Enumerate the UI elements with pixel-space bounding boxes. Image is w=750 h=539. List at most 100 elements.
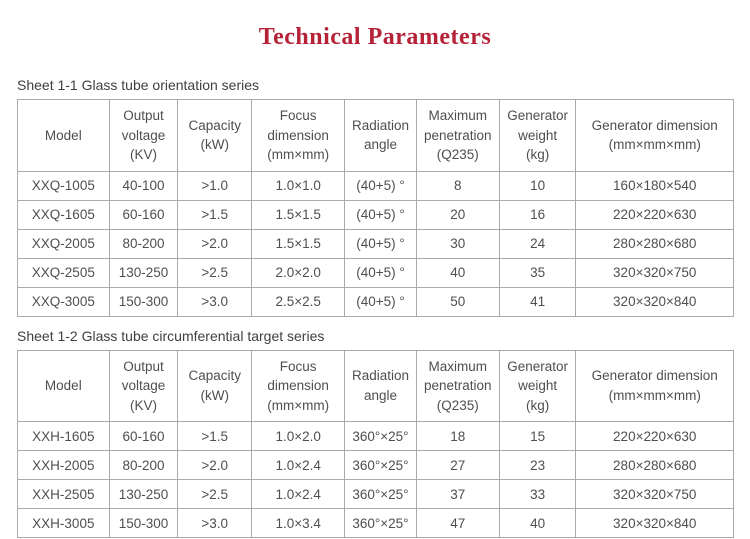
table-cell: (40+5) ° (344, 286, 417, 317)
table-cell: 80-200 (108, 228, 179, 259)
table-cell: >3.0 (177, 508, 253, 539)
table-cell: >1.0 (177, 170, 253, 201)
table-cell: XXQ-3005 (17, 286, 110, 317)
table-row: XXQ-1005 40-100 >1.0 1.0×1.0 (40+5) ° 8 10 160×… (17, 170, 734, 201)
table-cell: 2.5×2.5 (251, 286, 346, 317)
header-cell: Maximum penetration (Q235) (415, 99, 500, 172)
table-cell: XXQ-2505 (17, 257, 110, 288)
table-cell: 130-250 (108, 257, 179, 288)
table-cell: 40 (498, 508, 577, 539)
header-cell: Generator weight (kg) (498, 349, 577, 423)
table-cell: >2.5 (177, 257, 253, 288)
table-cell: 320×320×750 (575, 479, 734, 510)
header-cell: Output voltage (KV) (108, 99, 179, 172)
table-row: XXH-2005 80-200 >2.0 1.0×2.4 360°×25° 27 23 280… (17, 450, 734, 481)
table-cell: 80-200 (108, 450, 179, 481)
table-cell: 320×320×750 (575, 257, 734, 288)
header-row: Model Output voltage (KV) Capacity (kW) Foc… (17, 349, 734, 423)
table-cell: >3.0 (177, 286, 253, 317)
header-cell: Generator dimension (mm×mm×mm) (575, 99, 734, 172)
header-cell: Output voltage (KV) (108, 349, 179, 423)
table-cell: 360°×25° (344, 450, 417, 481)
header-cell: Model (17, 99, 110, 172)
table-cell: 15 (498, 421, 577, 452)
table-cell: 1.0×1.0 (251, 170, 346, 201)
table-cell: XXH-1605 (17, 421, 110, 452)
table-cell: 37 (415, 479, 500, 510)
circumferential-series-section: Sheet 1-2 Glass tube circumferential tar… (17, 328, 734, 539)
table-cell: 27 (415, 450, 500, 481)
table-cell: XXH-3005 (17, 508, 110, 539)
table-row: XXH-2505 130-250 >2.5 1.0×2.4 360°×25° 37 33 32… (17, 479, 734, 510)
table-cell: 18 (415, 421, 500, 452)
table-cell: 8 (415, 170, 500, 201)
table-cell: 33 (498, 479, 577, 510)
table-cell: 130-250 (108, 479, 179, 510)
table-cell: 160×180×540 (575, 170, 734, 201)
table-cell: 220×220×630 (575, 421, 734, 452)
table-cell: (40+5) ° (344, 170, 417, 201)
header-cell: Generator dimension (mm×mm×mm) (575, 349, 734, 423)
table-row: XXH-1605 60-160 >1.5 1.0×2.0 360°×25° 18 15 220… (17, 421, 734, 452)
table-cell: (40+5) ° (344, 257, 417, 288)
table-cell: >1.5 (177, 421, 253, 452)
header-row: Model Output voltage (KV) Capacity (kW) Foc… (17, 99, 734, 172)
table-cell: 2.0×2.0 (251, 257, 346, 288)
table-cell: 35 (498, 257, 577, 288)
table-cell: 60-160 (108, 199, 179, 230)
table-row: XXQ-2005 80-200 >2.0 1.5×1.5 (40+5) ° 30 24 280… (17, 228, 734, 259)
table-cell: 1.0×2.4 (251, 450, 346, 481)
table-cell: XXQ-1005 (17, 170, 110, 201)
header-cell: Focus dimension (mm×mm) (251, 99, 346, 172)
table-cell: 150-300 (108, 508, 179, 539)
table-cell: 47 (415, 508, 500, 539)
table-cell: (40+5) ° (344, 228, 417, 259)
header-cell: Capacity (kW) (177, 349, 253, 423)
table-cell: 41 (498, 286, 577, 317)
table-cell: XXQ-2005 (17, 228, 110, 259)
orientation-series-section: Sheet 1-1 Glass tube orientation series … (17, 77, 734, 317)
header-cell: Focus dimension (mm×mm) (251, 349, 346, 423)
table-cell: XXH-2005 (17, 450, 110, 481)
table-cell: 20 (415, 199, 500, 230)
table-cell: >2.5 (177, 479, 253, 510)
header-cell: Radiation angle (344, 99, 417, 172)
table-cell: 1.5×1.5 (251, 199, 346, 230)
header-cell: Generator weight (kg) (498, 99, 577, 172)
table-cell: 320×320×840 (575, 286, 734, 317)
table-cell: 150-300 (108, 286, 179, 317)
table-caption-sheet-1-2: Sheet 1-2 Glass tube circumferential tar… (17, 327, 325, 344)
table-cell: XXH-2505 (17, 479, 110, 510)
table-cell: >2.0 (177, 228, 253, 259)
table-row: XXQ-1605 60-160 >1.5 1.5×1.5 (40+5) ° 20 16 220… (17, 199, 734, 230)
table-cell: 360°×25° (344, 508, 417, 539)
table-cell: 24 (498, 228, 577, 259)
table-cell: 1.0×3.4 (251, 508, 346, 539)
table-cell: 320×320×840 (575, 508, 734, 539)
table-cell: 23 (498, 450, 577, 481)
table-cell: 60-160 (108, 421, 179, 452)
table-cell: 40-100 (108, 170, 179, 201)
table-cell: 16 (498, 199, 577, 230)
orientation-series-table: Model Output voltage (KV) Capacity (kW) Foc… (17, 99, 734, 317)
table-cell: 40 (415, 257, 500, 288)
table-caption-sheet-1-1: Sheet 1-1 Glass tube orientation series (17, 77, 260, 93)
table-cell: 220×220×630 (575, 199, 734, 230)
table-row: XXQ-2505 130-250 >2.5 2.0×2.0 (40+5) ° 40 35 32… (17, 257, 734, 288)
page-title: Technical Parameters (258, 24, 492, 50)
header-cell: Capacity (kW) (177, 99, 253, 172)
table-cell: 30 (415, 228, 500, 259)
table-cell: 10 (498, 170, 577, 201)
table-cell: XXQ-1605 (17, 199, 110, 230)
table-cell: (40+5) ° (344, 199, 417, 230)
table-cell: 1.5×1.5 (251, 228, 346, 259)
header-cell: Model (17, 349, 110, 423)
header-cell: Maximum penetration (Q235) (415, 349, 500, 423)
table-cell: 360°×25° (344, 421, 417, 452)
table-row: XXH-3005 150-300 >3.0 1.0×3.4 360°×25° 47 40 32… (17, 508, 734, 539)
table-row: XXQ-3005 150-300 >3.0 2.5×2.5 (40+5) ° 50 41 32… (17, 286, 734, 317)
header-cell: Radiation angle (344, 349, 417, 423)
table-cell: >1.5 (177, 199, 253, 230)
table-cell: 1.0×2.4 (251, 479, 346, 510)
